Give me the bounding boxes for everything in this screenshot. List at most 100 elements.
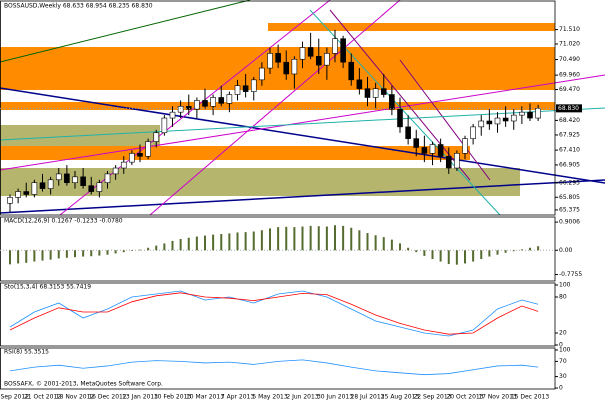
bar	[155, 245, 158, 251]
bar	[407, 247, 410, 251]
bar	[147, 247, 150, 251]
bar	[74, 250, 76, 258]
trend-line	[399, 59, 491, 181]
zone	[0, 168, 520, 196]
candle-body	[283, 61, 290, 75]
candle-body	[502, 117, 509, 122]
bar	[9, 250, 11, 265]
bar	[512, 250, 515, 252]
bar	[366, 233, 369, 251]
candle-body	[137, 153, 143, 157]
bar	[106, 250, 109, 255]
zone	[268, 23, 555, 31]
bar	[114, 250, 117, 254]
candle-body	[39, 182, 46, 189]
y-tick-label: 66.905	[559, 161, 580, 168]
y-tick-label: 65.375	[559, 206, 580, 213]
bar	[382, 237, 385, 251]
y-tick-label: 69.470	[559, 86, 580, 93]
candle-body	[250, 79, 257, 92]
bar	[65, 250, 68, 258]
bar	[277, 227, 280, 251]
x-tick-label: 10 Feb 2013	[154, 394, 192, 401]
bar	[488, 250, 491, 257]
candle-body	[405, 126, 411, 139]
bar	[390, 239, 393, 251]
candle-body	[307, 47, 314, 57]
candle-body	[275, 53, 281, 63]
x-tick-label: 18 Nov 2012	[56, 394, 95, 401]
bar	[269, 228, 271, 251]
candle-body	[535, 108, 541, 119]
candle-body	[445, 155, 452, 169]
bar	[415, 250, 418, 253]
candle-body	[7, 197, 13, 204]
bar	[334, 225, 336, 251]
trend-line	[0, 107, 605, 141]
candle-body	[486, 120, 493, 125]
bar	[163, 243, 166, 251]
candle-body	[454, 153, 460, 169]
candle-body	[462, 138, 468, 154]
x-tick-label: 7 Apr 2013	[221, 394, 254, 401]
bar	[537, 246, 540, 251]
bar	[529, 247, 531, 251]
candle-body	[299, 47, 306, 60]
y-tick-label: 0	[559, 385, 563, 392]
bar	[220, 234, 223, 251]
bar	[309, 225, 312, 251]
bar	[236, 232, 239, 251]
candle-body	[23, 191, 30, 195]
candle-body	[372, 88, 379, 98]
bar	[399, 243, 401, 251]
bar	[472, 250, 475, 262]
panel-title: RSI(8) 55.3515	[4, 349, 49, 356]
bar	[293, 227, 296, 251]
candle-body	[112, 167, 119, 175]
bar	[260, 230, 263, 251]
bar	[423, 250, 426, 256]
candle-body	[356, 79, 363, 89]
candle-body	[364, 88, 371, 98]
y-tick-label: 0.9006	[559, 219, 580, 226]
candle-body	[234, 85, 241, 95]
y-tick-label: 70.490	[559, 56, 580, 63]
panel-frame	[0, 282, 556, 347]
bar	[520, 249, 523, 251]
bar	[325, 226, 328, 251]
candle-body	[145, 141, 151, 157]
bar	[285, 226, 288, 251]
bar	[301, 226, 304, 251]
candle-body	[389, 94, 395, 110]
candle-body	[478, 120, 485, 128]
candle-body	[429, 144, 436, 154]
bar	[228, 233, 231, 251]
y-tick-label: 66.295	[559, 179, 580, 186]
bar	[504, 250, 507, 253]
panel-title: Sto(15,3,4) 68.3153 55.7419	[4, 284, 91, 291]
candle-body	[72, 176, 78, 184]
candle-body	[169, 111, 176, 119]
y-tick-label: 69.960	[559, 72, 580, 79]
candle-body	[494, 117, 501, 125]
indicator-line	[9, 292, 539, 335]
candle-body	[177, 105, 184, 113]
y-tick-label: 70	[559, 358, 567, 365]
bar	[480, 250, 483, 260]
candle-body	[340, 38, 346, 63]
candle-body	[47, 179, 54, 189]
candle-body	[259, 67, 265, 81]
bar	[179, 239, 182, 251]
indicator-line	[9, 359, 539, 376]
bar	[130, 250, 133, 251]
x-tick-label: 5 May 2013	[252, 394, 287, 401]
candle-body	[519, 111, 525, 116]
y-tick-label: 68.420	[559, 117, 580, 124]
bar	[358, 230, 361, 251]
y-tick-label: 100	[559, 282, 571, 289]
bar	[464, 250, 466, 264]
y-tick-label: 100	[559, 347, 571, 354]
x-tick-label: 22 Sep 2013	[413, 394, 451, 401]
x-tick-label: 10 Mar 2013	[186, 394, 224, 401]
